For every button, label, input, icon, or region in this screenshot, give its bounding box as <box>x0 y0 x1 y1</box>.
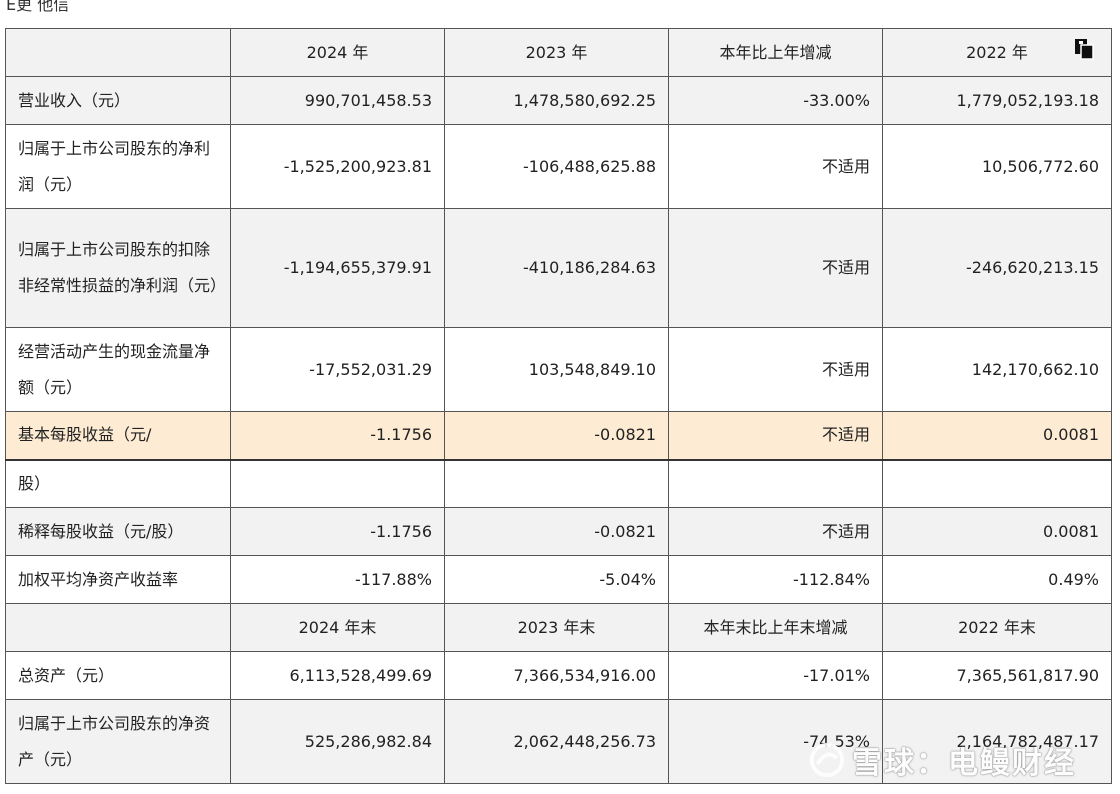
header-cell: 2022 年末 <box>882 603 1112 652</box>
value-2023: -410,186,284.63 <box>444 208 669 328</box>
value-2024: 6,113,528,499.69 <box>230 651 445 700</box>
value-2023: 103,548,849.10 <box>444 327 669 412</box>
snowball-logo-icon <box>809 742 845 778</box>
row-label: 归属于上市公司股东的扣除非经常性损益的净利润（元） <box>5 208 231 328</box>
row-label: 基本每股收益（元/ <box>5 411 231 460</box>
value-2024: 525,286,982.84 <box>230 699 445 784</box>
value-2022: 1,779,052,193.18 <box>882 76 1112 125</box>
value-change: 不适用 <box>668 208 883 328</box>
value-2024: -1.1756 <box>230 411 445 460</box>
table-row: 归属于上市公司股东的净资产（元） 525,286,982.84 2,062,44… <box>5 699 1112 784</box>
row-label: 归属于上市公司股东的净资产（元） <box>5 699 231 784</box>
header-cell: 本年比上年增减 <box>668 28 883 77</box>
value-2024: -17,552,031.29 <box>230 327 445 412</box>
value-change: -33.00% <box>668 76 883 125</box>
table-row: 总资产（元） 6,113,528,499.69 7,366,534,916.00… <box>5 651 1112 700</box>
value-change: 不适用 <box>668 411 883 460</box>
value-2024: -117.88% <box>230 555 445 604</box>
value-change: -17.01% <box>668 651 883 700</box>
table-row: 经营活动产生的现金流量净额（元） -17,552,031.29 103,548,… <box>5 327 1112 412</box>
financial-table: 2024 年 2023 年 本年比上年增减 2022 年 营业收入（元） 990… <box>5 28 1112 784</box>
header-cell-text: 2022 年 <box>966 42 1028 62</box>
row-label: 总资产（元） <box>5 651 231 700</box>
table-row: 加权平均净资产收益率 -117.88% -5.04% -112.84% 0.49… <box>5 555 1112 604</box>
table-row-highlighted: 基本每股收益（元/ -1.1756 -0.0821 不适用 0.0081 <box>5 411 1112 460</box>
header-cell <box>5 603 231 652</box>
table-row: 归属于上市公司股东的净利润（元） -1,525,200,923.81 -106,… <box>5 124 1112 209</box>
watermark: 雪球：电鳗财经 <box>808 738 1076 782</box>
value-2022: 2,164,782,487.17 <box>882 699 1112 784</box>
header-cell: 2023 年末 <box>444 603 669 652</box>
header-cell <box>5 28 231 77</box>
header-cell: 2023 年 <box>444 28 669 77</box>
row-label: 营业收入（元） <box>5 76 231 125</box>
table-row: 稀释每股收益（元/股） -1.1756 -0.0821 不适用 0.0081 <box>5 507 1112 556</box>
value-2023: 7,366,534,916.00 <box>444 651 669 700</box>
row-label: 股） <box>5 459 231 508</box>
value-2022: 142,170,662.10 <box>882 327 1112 412</box>
value-change: 不适用 <box>668 507 883 556</box>
value-2024: -1,194,655,379.91 <box>230 208 445 328</box>
header-cell: 本年末比上年末增减 <box>668 603 883 652</box>
value-2022: -246,620,213.15 <box>882 208 1112 328</box>
value-2023: -0.0821 <box>444 507 669 556</box>
value-2023: 1,478,580,692.25 <box>444 76 669 125</box>
header-cell: 2024 年 <box>230 28 445 77</box>
value-2023: -5.04% <box>444 555 669 604</box>
value-2022 <box>882 459 1112 508</box>
value-change <box>668 459 883 508</box>
value-change: 不适用 <box>668 124 883 209</box>
row-label: 加权平均净资产收益率 <box>5 555 231 604</box>
value-2022: 7,365,561,817.90 <box>882 651 1112 700</box>
copy-icon[interactable] <box>1073 37 1095 60</box>
header-cell: 2024 年末 <box>230 603 445 652</box>
value-2022: 0.49% <box>882 555 1112 604</box>
row-label: 经营活动产生的现金流量净额（元） <box>5 327 231 412</box>
value-2023: 2,062,448,256.73 <box>444 699 669 784</box>
value-change: -112.84% <box>668 555 883 604</box>
value-2023 <box>444 459 669 508</box>
row-label: 归属于上市公司股东的净利润（元） <box>5 124 231 209</box>
table-row: 营业收入（元） 990,701,458.53 1,478,580,692.25 … <box>5 76 1112 125</box>
header-cell: 2022 年 <box>882 28 1112 77</box>
value-2024: -1,525,200,923.81 <box>230 124 445 209</box>
watermark-text: 雪球：电鳗财经 <box>852 746 1076 781</box>
header-row-year-end: 2024 年末 2023 年末 本年末比上年末增减 2022 年末 <box>5 603 1112 652</box>
value-2023: -106,488,625.88 <box>444 124 669 209</box>
row-label: 稀释每股收益（元/股） <box>5 507 231 556</box>
value-2022: 10,506,772.60 <box>882 124 1112 209</box>
value-2023: -0.0821 <box>444 411 669 460</box>
value-2024: 990,701,458.53 <box>230 76 445 125</box>
value-2024: -1.1756 <box>230 507 445 556</box>
value-2022: 0.0081 <box>882 507 1112 556</box>
value-2022: 0.0081 <box>882 411 1112 460</box>
table-row: 归属于上市公司股东的扣除非经常性损益的净利润（元） -1,194,655,379… <box>5 208 1112 328</box>
header-row: 2024 年 2023 年 本年比上年增减 2022 年 <box>5 28 1112 77</box>
value-2024 <box>230 459 445 508</box>
value-change: 不适用 <box>668 327 883 412</box>
top-cut-text: E更 他信 <box>6 0 70 14</box>
table-row: 股） <box>5 459 1112 508</box>
